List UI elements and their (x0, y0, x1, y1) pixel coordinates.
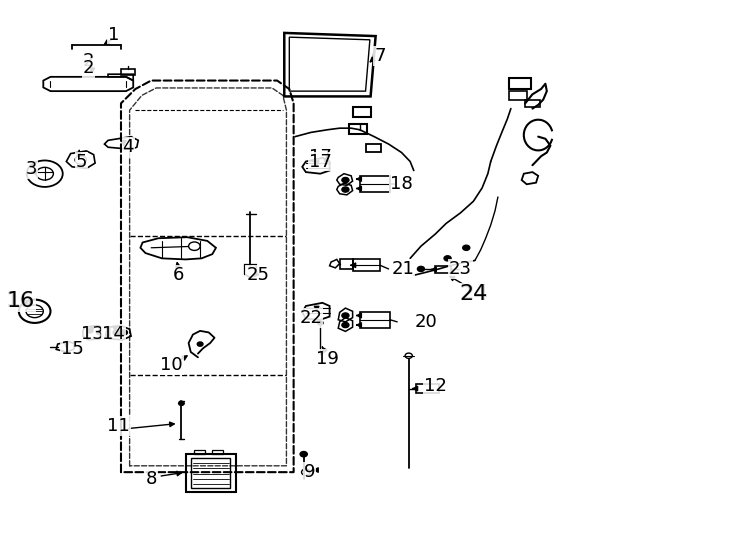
Text: 9: 9 (304, 463, 315, 481)
Text: 21: 21 (391, 260, 415, 278)
Text: 11: 11 (107, 417, 130, 435)
Text: 8: 8 (145, 470, 157, 488)
Bar (360, 176, 390, 192)
Circle shape (317, 321, 323, 325)
Text: 21: 21 (391, 260, 415, 278)
Text: 4: 4 (123, 138, 134, 156)
Circle shape (120, 330, 128, 335)
Text: 24: 24 (459, 284, 487, 304)
Text: 3: 3 (26, 160, 37, 178)
Text: 23: 23 (449, 260, 472, 278)
Bar (509, 91, 528, 99)
Text: 14: 14 (102, 325, 126, 342)
Bar (509, 78, 531, 89)
Text: 9: 9 (304, 463, 315, 481)
Text: 25: 25 (246, 266, 269, 284)
Text: 18: 18 (390, 176, 413, 193)
Text: 23: 23 (449, 260, 472, 278)
Circle shape (197, 342, 203, 346)
Text: 16: 16 (6, 291, 34, 310)
Text: 12: 12 (424, 377, 447, 395)
Text: 13: 13 (81, 325, 103, 342)
Text: 1: 1 (108, 25, 120, 44)
Circle shape (444, 256, 451, 261)
Circle shape (189, 242, 200, 251)
Text: 20: 20 (415, 313, 437, 331)
Bar (195, 450, 206, 454)
Text: 25: 25 (246, 266, 269, 284)
Bar (349, 124, 367, 134)
Text: 6: 6 (172, 266, 184, 284)
Bar (352, 259, 380, 271)
Bar (360, 312, 390, 328)
Text: 19: 19 (316, 350, 339, 368)
Text: 17: 17 (309, 148, 332, 166)
Text: 11: 11 (107, 417, 130, 435)
Bar (526, 99, 539, 107)
Circle shape (342, 187, 349, 192)
Circle shape (87, 329, 93, 333)
Circle shape (418, 266, 424, 272)
Circle shape (178, 401, 184, 406)
Text: 7: 7 (374, 46, 385, 65)
Bar (366, 144, 382, 152)
Text: 14: 14 (103, 325, 124, 342)
Text: 24: 24 (459, 284, 488, 304)
Text: 15: 15 (61, 340, 84, 359)
Circle shape (342, 177, 349, 183)
Circle shape (462, 245, 470, 251)
Bar (352, 107, 371, 117)
Text: 4: 4 (123, 138, 134, 156)
Bar (416, 384, 439, 393)
Text: 22: 22 (299, 309, 322, 327)
Text: 3: 3 (26, 160, 37, 178)
Text: 7: 7 (374, 46, 385, 65)
Text: 1: 1 (108, 25, 120, 44)
Text: 15: 15 (62, 340, 83, 359)
Text: 16: 16 (6, 291, 34, 310)
Text: 22: 22 (299, 309, 322, 327)
Text: 5: 5 (76, 152, 87, 171)
Text: 18: 18 (390, 176, 413, 193)
Text: 13: 13 (81, 325, 103, 342)
Circle shape (342, 322, 349, 328)
Text: 10: 10 (160, 356, 183, 374)
Text: 12: 12 (424, 377, 447, 395)
Bar (435, 266, 451, 273)
Text: 2: 2 (83, 59, 95, 77)
Text: 19: 19 (316, 350, 339, 368)
Text: 10: 10 (160, 356, 183, 374)
Text: 6: 6 (172, 266, 184, 284)
Text: 8: 8 (145, 470, 157, 488)
Text: 17: 17 (309, 152, 332, 171)
Text: 2: 2 (83, 52, 95, 70)
Text: 20: 20 (415, 313, 437, 331)
Circle shape (405, 353, 413, 359)
Circle shape (300, 451, 308, 457)
Text: 5: 5 (76, 152, 87, 171)
Circle shape (97, 330, 102, 335)
Circle shape (342, 313, 349, 318)
Circle shape (113, 330, 120, 335)
Bar (212, 450, 223, 454)
